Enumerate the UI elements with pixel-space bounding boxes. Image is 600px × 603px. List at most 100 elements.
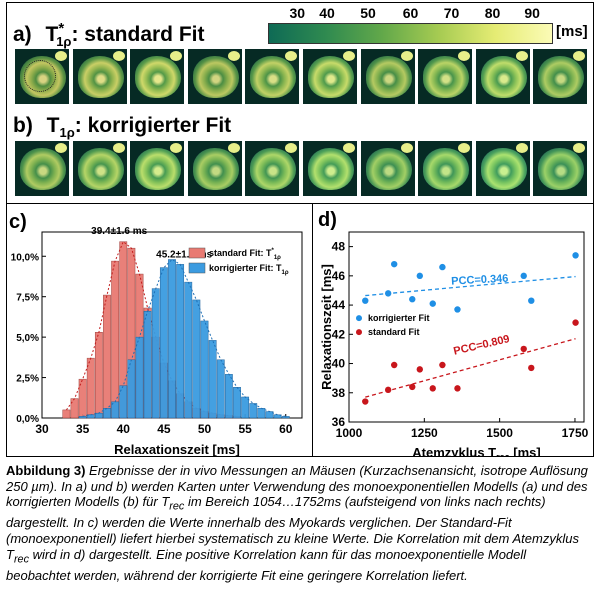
heart-map-thumbnail <box>533 49 588 104</box>
myocardium-image <box>365 56 412 98</box>
y-tick-label: 48 <box>332 240 346 254</box>
histogram-bar <box>224 374 233 419</box>
heart-map-thumbnail <box>303 141 357 196</box>
bright-spot-image <box>515 51 528 61</box>
histogram-bar <box>135 336 144 419</box>
histogram-bar <box>159 267 168 419</box>
y-tick-label: 2,5% <box>16 374 39 385</box>
caption-label: Abbildung 3) <box>6 463 86 478</box>
heart-map-thumbnail <box>360 49 415 104</box>
myocardium-image <box>250 148 297 190</box>
data-point <box>416 366 424 373</box>
histogram-bar <box>176 264 185 419</box>
histogram-bar <box>103 408 111 419</box>
myocardium-image <box>308 148 354 190</box>
data-point <box>362 297 369 304</box>
histogram-bar <box>103 294 111 419</box>
bright-spot-image <box>170 143 183 153</box>
bright-spot-image <box>458 143 471 153</box>
data-point <box>409 383 416 391</box>
data-point <box>572 252 579 259</box>
myocardium-image <box>423 56 470 98</box>
t1rho-star-map-strip <box>15 49 588 104</box>
x-tick-label: 1750 <box>562 426 589 440</box>
panel-a-title: a) T*1ρ: standard Fit <box>13 20 205 50</box>
histogram-bar <box>119 385 128 419</box>
myocardium-image <box>192 56 239 98</box>
y-tick-label: 5,0% <box>16 333 39 344</box>
data-point <box>528 364 535 372</box>
pcc-label: PCC=0.346 <box>451 273 509 288</box>
bright-spot-image <box>573 143 586 153</box>
data-point <box>416 272 424 280</box>
histogram-chart: c) 0,0% 2,5% 5,0% 7,5% 10,0% 30 35 40 45 50 55 60 Re… <box>9 211 303 456</box>
histogram-bar <box>281 416 290 419</box>
colorbar: 30 40 50 60 70 80 90 <box>268 5 553 44</box>
data-point <box>429 300 436 307</box>
myocardium-image <box>538 148 585 190</box>
data-point <box>520 345 527 353</box>
myocardium-image <box>20 148 66 190</box>
colorbar-tick-label: 30 <box>289 5 306 21</box>
annotation-corrected: 45.2±1.3 ms <box>156 249 213 260</box>
legend-swatch <box>188 247 206 259</box>
myocardium-image <box>538 56 585 98</box>
myocardium-image <box>135 148 182 190</box>
fit-curve <box>65 240 238 417</box>
fit-curve <box>82 258 286 417</box>
histogram-bar <box>273 414 282 419</box>
histogram-bar <box>184 281 193 419</box>
x-tick-label: 50 <box>198 422 212 436</box>
myocardium-image <box>365 148 412 190</box>
histogram-bar <box>208 340 217 419</box>
myocardium-image <box>480 148 527 190</box>
panel-divider <box>6 203 594 204</box>
myocardium-image <box>192 148 239 190</box>
colorbar-unit: [ms] <box>556 23 588 40</box>
data-point <box>572 319 579 326</box>
data-point <box>439 361 446 369</box>
pcc-label: PCC=0.809 <box>452 333 510 358</box>
data-point <box>384 386 392 394</box>
myocardium-image <box>77 148 124 190</box>
trend-line <box>365 338 576 398</box>
histogram-bar <box>62 409 71 419</box>
x-tick-label: 1250 <box>411 426 438 440</box>
histogram-bar <box>143 311 152 419</box>
heart-map-thumbnail <box>360 141 415 196</box>
scatter-chart: d) 36 38 40 42 44 46 48 1000 1250 1500 1750 Atemzyk… <box>318 209 589 456</box>
myocardium-image <box>250 56 297 98</box>
y-tick-label: 10,0% <box>11 252 39 263</box>
heart-map-thumbnail <box>303 49 357 104</box>
heart-map-thumbnail <box>72 49 127 104</box>
bright-spot-image <box>285 51 298 61</box>
y-axis-label: Relaxationszeit [ms] <box>319 264 334 390</box>
panel-c-label: c) <box>9 211 27 233</box>
data-point <box>439 263 446 271</box>
heart-map-thumbnail <box>245 49 300 104</box>
y-tick-label: 36 <box>332 415 346 429</box>
x-tick-label: 45 <box>157 422 171 436</box>
histogram-bar <box>70 398 79 419</box>
bright-spot-image <box>343 143 355 153</box>
heart-map-thumbnail <box>475 141 530 196</box>
legend-marker <box>356 329 362 336</box>
data-point <box>390 361 398 369</box>
y-tick-label: 44 <box>332 298 346 312</box>
y-tick-label: 42 <box>332 327 346 341</box>
myocardium-image <box>480 56 527 98</box>
colorbar-tick-label: 60 <box>402 5 419 21</box>
x-axis-unit: [ms] <box>510 445 541 456</box>
bright-spot-image <box>458 51 471 61</box>
trend-line <box>365 275 576 297</box>
figure-caption: Abbildung 3) Ergebnisse der in vivo Mess… <box>6 463 594 583</box>
x-tick-label: 60 <box>279 422 293 436</box>
caption-sub-2: rec <box>13 553 29 566</box>
heart-map-thumbnail <box>130 141 185 196</box>
data-point <box>528 297 535 304</box>
plot-frame <box>348 231 585 423</box>
figure-frame <box>6 2 594 457</box>
bright-spot-image <box>400 143 413 153</box>
data-point <box>384 290 392 297</box>
roi-outline <box>24 60 56 92</box>
